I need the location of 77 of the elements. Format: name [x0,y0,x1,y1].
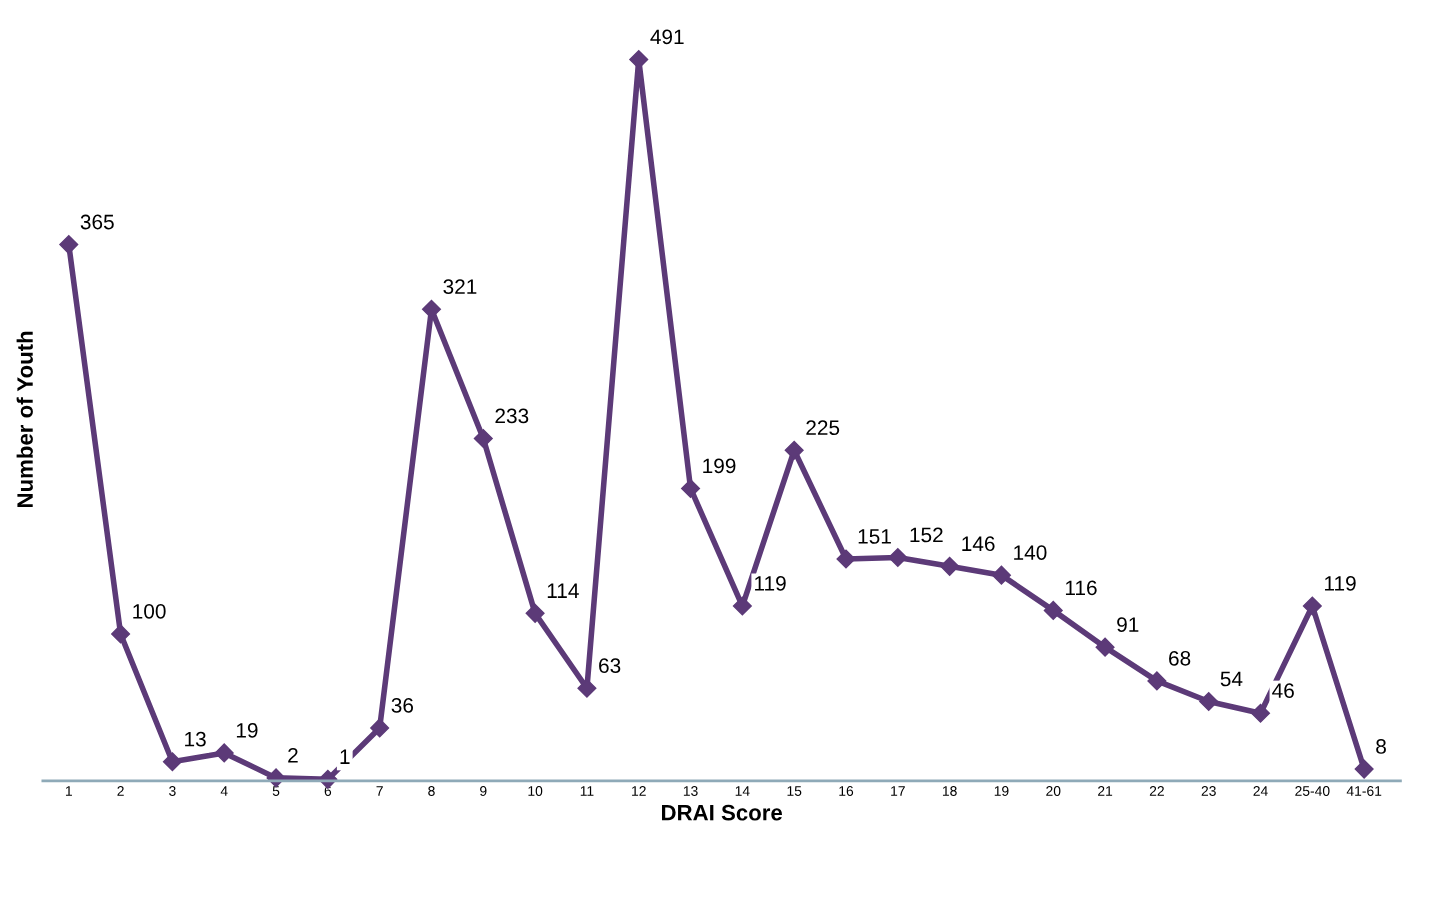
point [888,547,908,568]
x-tick-label: 17 [891,786,905,796]
data-label: 225 [806,420,840,436]
data-label: 1 [340,749,350,764]
point [1199,691,1219,712]
point [473,428,493,449]
point [1043,600,1063,620]
point [59,235,79,255]
x-tick-label: 1 [65,786,72,796]
data-label: 152 [910,527,943,543]
x-tick-label: 3 [169,786,176,796]
x-tick-label: 2 [117,786,124,796]
point [162,752,182,772]
point [421,299,442,319]
x-tick-label: 20 [1046,786,1061,796]
point [214,743,234,763]
x-tick-label: 9 [480,786,487,796]
point [1095,637,1115,657]
data-label: 114 [547,583,579,598]
x-tick-label: 14 [735,786,750,796]
data-label: 119 [1325,576,1356,591]
point [1147,671,1167,691]
point [681,478,701,499]
point [629,49,649,70]
data-label: 199 [703,458,736,474]
data-label: 365 [80,214,114,230]
data-label: 46 [1272,683,1294,699]
x-tick-label: 5 [272,786,280,796]
data-label: 8 [1376,739,1386,754]
point [1302,596,1322,616]
x-tick-label: 8 [428,786,435,796]
point [1250,703,1271,723]
x-tick-label: 18 [942,786,957,796]
x-tick-label: 15 [787,786,802,796]
x-tick-label: 23 [1201,786,1216,796]
x-tick-label: 16 [839,786,854,796]
data-label: 63 [599,658,621,674]
point [525,603,545,623]
data-label: 140 [1014,545,1047,560]
data-label: 151 [858,529,891,544]
x-tick-label: 11 [580,786,594,796]
y-axis-title: Number of Youth [16,331,33,508]
x-tick-label: 25-40 [1295,786,1330,796]
x-tick-label: 10 [528,786,543,796]
data-label: 54 [1220,671,1243,687]
point [111,624,131,644]
data-label: 321 [443,279,477,295]
data-label: 2 [288,747,298,763]
x-axis-title: DRAI Score [662,804,783,821]
data-label: 119 [755,576,786,591]
point [370,718,390,738]
data-label: 491 [650,29,684,45]
point [991,565,1011,585]
point [1354,759,1374,779]
data-label: 146 [962,536,995,552]
point [577,678,597,698]
x-tick-label: 4 [220,786,228,796]
data-label: 100 [133,603,166,619]
data-label: 19 [236,722,258,738]
x-tick-label: 7 [376,786,383,796]
point [784,440,804,460]
x-tick-label: 12 [632,786,646,796]
x-tick-label: 21 [1098,786,1113,796]
point [836,549,856,569]
point [940,556,960,576]
x-tick-label: 19 [994,786,1009,796]
data-label: 13 [185,731,206,747]
data-label: 91 [1117,617,1139,632]
data-label: 233 [495,408,529,424]
point [732,596,752,616]
data-label: 68 [1169,650,1191,666]
data-label: 116 [1065,580,1097,596]
x-tick-label: 24 [1253,786,1268,796]
x-tick-label: 22 [1149,786,1164,796]
data-label: 36 [391,697,414,713]
x-tick-label: 13 [683,786,698,796]
x-tick-label: 41-61 [1346,786,1382,796]
